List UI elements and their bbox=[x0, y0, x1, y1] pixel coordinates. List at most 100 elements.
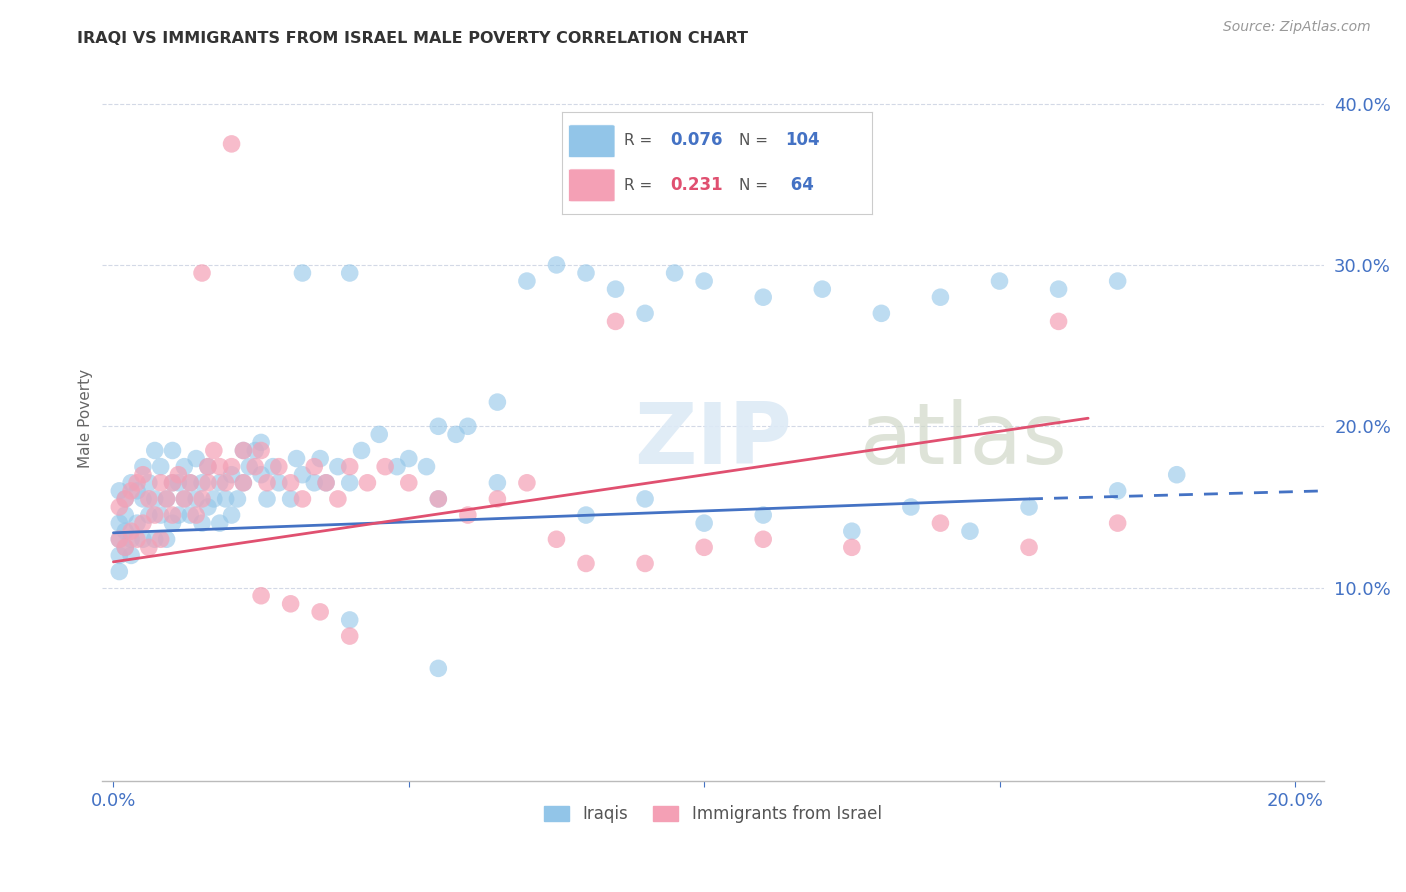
Point bbox=[1018, 500, 1040, 514]
Point bbox=[959, 524, 981, 539]
Point bbox=[114, 524, 136, 539]
Point bbox=[162, 516, 184, 530]
Point bbox=[132, 491, 155, 506]
Point bbox=[546, 258, 568, 272]
Point bbox=[368, 427, 391, 442]
Point bbox=[132, 467, 155, 482]
Point bbox=[202, 491, 225, 506]
Point bbox=[167, 475, 190, 490]
Point bbox=[120, 549, 142, 563]
Point bbox=[108, 565, 131, 579]
Point bbox=[304, 459, 326, 474]
Point bbox=[245, 459, 267, 474]
Point bbox=[326, 491, 349, 506]
Point bbox=[167, 508, 190, 522]
Point bbox=[184, 451, 207, 466]
Point bbox=[621, 194, 644, 208]
Point bbox=[149, 459, 172, 474]
Point bbox=[173, 459, 195, 474]
Point bbox=[184, 508, 207, 522]
Point bbox=[232, 475, 254, 490]
Point bbox=[221, 508, 243, 522]
Point bbox=[162, 475, 184, 490]
Point bbox=[184, 491, 207, 506]
Point bbox=[350, 443, 373, 458]
Point bbox=[900, 500, 922, 514]
Point bbox=[356, 475, 378, 490]
Point bbox=[415, 459, 437, 474]
Point bbox=[125, 516, 148, 530]
Point bbox=[162, 475, 184, 490]
Point bbox=[143, 491, 166, 506]
Point bbox=[167, 467, 190, 482]
Point bbox=[132, 516, 155, 530]
Point bbox=[120, 483, 142, 498]
Point bbox=[208, 475, 231, 490]
Point bbox=[326, 459, 349, 474]
Point bbox=[309, 451, 332, 466]
Point bbox=[315, 475, 337, 490]
Point bbox=[250, 443, 273, 458]
Point bbox=[108, 500, 131, 514]
Point bbox=[232, 475, 254, 490]
Point bbox=[250, 589, 273, 603]
Point bbox=[256, 475, 278, 490]
Point bbox=[108, 533, 131, 547]
Point bbox=[108, 516, 131, 530]
Point bbox=[841, 541, 863, 555]
Text: 0.076: 0.076 bbox=[671, 131, 723, 149]
Point bbox=[208, 459, 231, 474]
Point bbox=[516, 274, 538, 288]
Point bbox=[256, 491, 278, 506]
Text: 0.231: 0.231 bbox=[671, 177, 723, 194]
Point bbox=[214, 475, 236, 490]
Point bbox=[221, 459, 243, 474]
Point bbox=[516, 475, 538, 490]
Point bbox=[280, 491, 302, 506]
Point bbox=[179, 475, 201, 490]
Point bbox=[575, 557, 598, 571]
Legend: Iraqis, Immigrants from Israel: Iraqis, Immigrants from Israel bbox=[536, 797, 890, 831]
Text: N =: N = bbox=[738, 133, 772, 148]
Point bbox=[202, 443, 225, 458]
Point bbox=[841, 524, 863, 539]
Point bbox=[398, 475, 420, 490]
Point bbox=[191, 516, 214, 530]
Point bbox=[108, 483, 131, 498]
Point bbox=[138, 508, 160, 522]
Point bbox=[108, 549, 131, 563]
Point bbox=[238, 459, 260, 474]
Point bbox=[132, 533, 155, 547]
Point bbox=[280, 597, 302, 611]
Point bbox=[232, 443, 254, 458]
Point bbox=[191, 491, 214, 506]
Point bbox=[605, 314, 627, 328]
Point bbox=[444, 427, 467, 442]
Point bbox=[339, 613, 361, 627]
Point bbox=[245, 443, 267, 458]
Y-axis label: Male Poverty: Male Poverty bbox=[79, 368, 93, 467]
Point bbox=[162, 508, 184, 522]
Point bbox=[811, 282, 834, 296]
Point bbox=[339, 266, 361, 280]
Point bbox=[250, 467, 273, 482]
Point bbox=[197, 475, 219, 490]
Point bbox=[285, 451, 308, 466]
Text: R =: R = bbox=[624, 178, 658, 193]
Point bbox=[143, 533, 166, 547]
Point bbox=[143, 443, 166, 458]
Point bbox=[457, 419, 479, 434]
Point bbox=[191, 266, 214, 280]
FancyBboxPatch shape bbox=[568, 125, 614, 158]
Point bbox=[752, 508, 775, 522]
Point bbox=[280, 475, 302, 490]
Point bbox=[143, 508, 166, 522]
Point bbox=[267, 475, 290, 490]
Point bbox=[125, 483, 148, 498]
Text: 64: 64 bbox=[785, 177, 814, 194]
Point bbox=[427, 419, 450, 434]
Point bbox=[173, 491, 195, 506]
Point bbox=[486, 491, 509, 506]
Point bbox=[114, 508, 136, 522]
Point bbox=[155, 533, 177, 547]
